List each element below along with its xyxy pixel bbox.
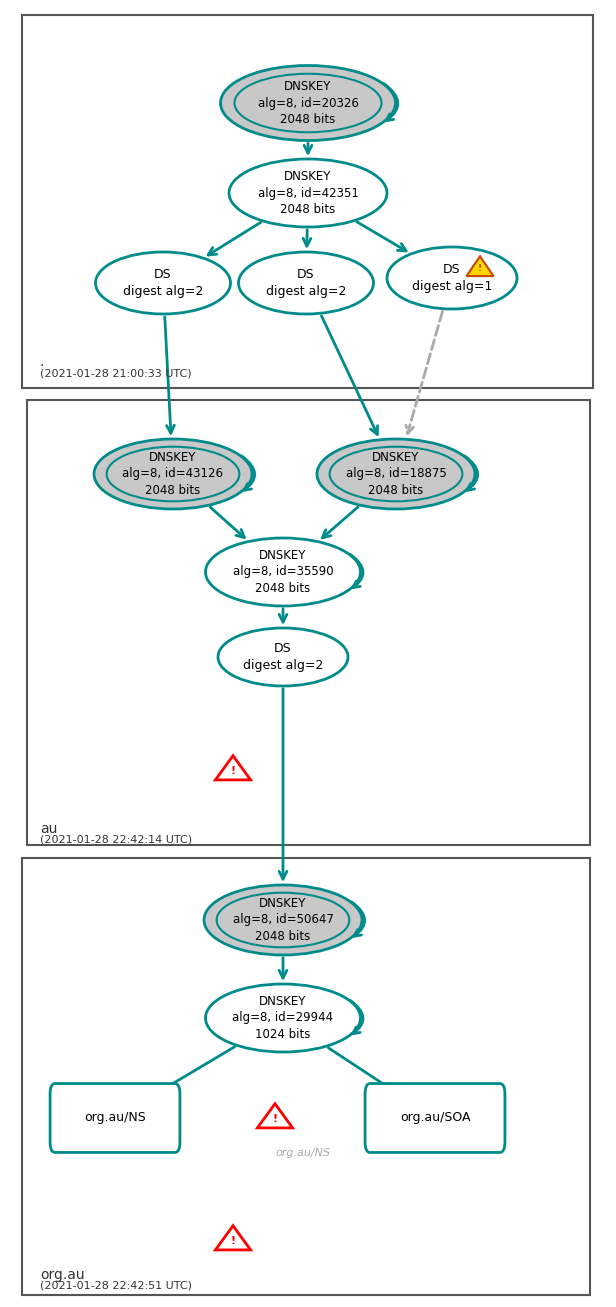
FancyArrowPatch shape <box>304 144 312 153</box>
FancyArrowPatch shape <box>352 902 365 936</box>
FancyArrowPatch shape <box>357 222 406 251</box>
Text: DNSKEY
alg=8, id=29944
1024 bits: DNSKEY alg=8, id=29944 1024 bits <box>232 995 333 1040</box>
Text: !: ! <box>230 1236 235 1246</box>
Polygon shape <box>216 1226 251 1249</box>
FancyArrowPatch shape <box>279 958 287 978</box>
Text: org.au/NS: org.au/NS <box>275 1148 330 1158</box>
Ellipse shape <box>206 538 360 606</box>
Ellipse shape <box>229 159 387 227</box>
FancyArrowPatch shape <box>279 689 287 880</box>
Ellipse shape <box>94 439 252 508</box>
FancyArrowPatch shape <box>164 316 174 433</box>
FancyBboxPatch shape <box>365 1084 505 1153</box>
Bar <box>27 400 590 846</box>
Text: DS
digest alg=2: DS digest alg=2 <box>243 642 323 672</box>
Text: org.au: org.au <box>40 1268 84 1282</box>
FancyArrowPatch shape <box>351 1001 363 1034</box>
Ellipse shape <box>218 627 348 686</box>
FancyArrowPatch shape <box>208 222 261 255</box>
Ellipse shape <box>206 984 360 1052</box>
Text: (2021-01-28 22:42:51 UTC): (2021-01-28 22:42:51 UTC) <box>40 1281 192 1291</box>
Ellipse shape <box>317 439 475 508</box>
Text: DNSKEY
alg=8, id=35590
2048 bits: DNSKEY alg=8, id=35590 2048 bits <box>233 549 333 595</box>
Ellipse shape <box>221 65 395 140</box>
Text: (2021-01-28 21:00:33 UTC): (2021-01-28 21:00:33 UTC) <box>40 369 192 378</box>
FancyBboxPatch shape <box>50 1084 180 1153</box>
Text: DNSKEY
alg=8, id=20326
2048 bits: DNSKEY alg=8, id=20326 2048 bits <box>257 80 359 125</box>
FancyArrowPatch shape <box>241 456 255 490</box>
Ellipse shape <box>235 73 381 132</box>
FancyArrowPatch shape <box>279 609 287 622</box>
FancyArrowPatch shape <box>384 84 398 120</box>
FancyArrowPatch shape <box>406 311 442 434</box>
Ellipse shape <box>107 447 240 502</box>
Text: DS
digest alg=1: DS digest alg=1 <box>412 263 492 293</box>
Polygon shape <box>257 1103 293 1128</box>
Text: !: ! <box>478 264 482 273</box>
Text: DNSKEY
alg=8, id=43126
2048 bits: DNSKEY alg=8, id=43126 2048 bits <box>123 451 224 497</box>
Ellipse shape <box>330 447 463 502</box>
FancyArrowPatch shape <box>464 456 478 490</box>
Text: DNSKEY
alg=8, id=42351
2048 bits: DNSKEY alg=8, id=42351 2048 bits <box>257 170 359 216</box>
Text: org.au/SOA: org.au/SOA <box>400 1111 470 1124</box>
FancyArrowPatch shape <box>351 554 363 588</box>
Ellipse shape <box>238 252 373 314</box>
Ellipse shape <box>217 893 349 948</box>
Text: !: ! <box>230 766 235 776</box>
Bar <box>22 857 590 1295</box>
FancyArrowPatch shape <box>328 1048 394 1091</box>
Text: DS
digest alg=2: DS digest alg=2 <box>123 268 203 298</box>
Text: org.au/NS: org.au/NS <box>84 1111 146 1124</box>
FancyArrowPatch shape <box>210 507 245 537</box>
Text: (2021-01-28 22:42:14 UTC): (2021-01-28 22:42:14 UTC) <box>40 835 192 846</box>
FancyArrowPatch shape <box>322 507 358 537</box>
Text: .: . <box>40 356 44 369</box>
Polygon shape <box>216 755 251 780</box>
Text: !: ! <box>272 1114 278 1124</box>
FancyArrowPatch shape <box>303 230 311 246</box>
Text: DNSKEY
alg=8, id=18875
2048 bits: DNSKEY alg=8, id=18875 2048 bits <box>346 451 447 497</box>
Bar <box>22 14 593 388</box>
Ellipse shape <box>204 885 362 955</box>
Ellipse shape <box>387 247 517 308</box>
Text: DS
digest alg=2: DS digest alg=2 <box>266 268 346 298</box>
Text: au: au <box>40 822 57 836</box>
Text: DNSKEY
alg=8, id=50647
2048 bits: DNSKEY alg=8, id=50647 2048 bits <box>233 897 333 942</box>
FancyArrowPatch shape <box>322 316 378 434</box>
Polygon shape <box>466 256 493 276</box>
Ellipse shape <box>95 252 230 314</box>
FancyArrowPatch shape <box>160 1047 235 1091</box>
